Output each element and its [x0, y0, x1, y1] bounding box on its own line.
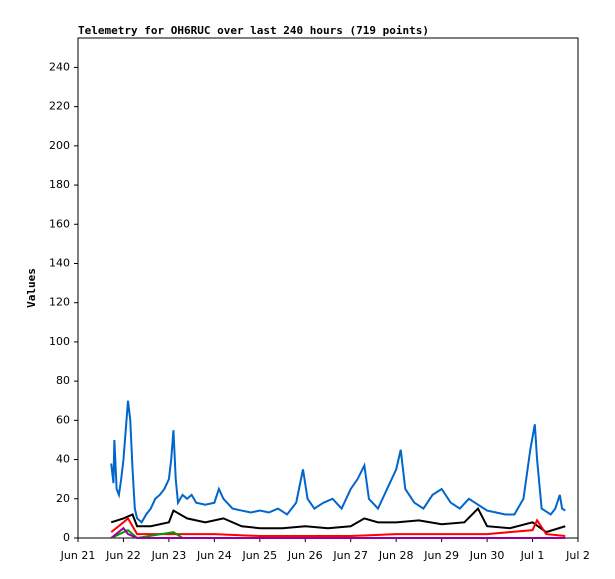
y-tick-label: 140	[49, 256, 70, 269]
line-series	[110, 516, 566, 538]
y-tick-label: 0	[63, 531, 70, 544]
x-tick-label: Jun 23	[151, 549, 187, 562]
y-tick-label: 120	[49, 296, 70, 309]
y-tick-label: 20	[56, 492, 70, 505]
x-tick-label: Jun 27	[332, 549, 368, 562]
y-tick-label: 40	[56, 453, 70, 466]
y-tick-label: 240	[49, 60, 70, 73]
x-tick-label: Jun 24	[196, 549, 232, 562]
chart-title: Telemetry for OH6RUC over last 240 hours…	[78, 24, 429, 37]
x-tick-label: Jul 1	[520, 549, 545, 562]
y-tick-label: 160	[49, 217, 70, 230]
y-tick-label: 220	[49, 100, 70, 113]
x-tick-label: Jun 29	[423, 549, 459, 562]
y-axis-label: Values	[25, 268, 38, 308]
plot-frame	[77, 37, 579, 539]
x-tick-label: Jun 22	[105, 549, 141, 562]
x-tick-label: Jul 2	[565, 549, 590, 562]
line-series	[110, 506, 566, 534]
x-tick-label: Jun 26	[287, 549, 323, 562]
line-series	[110, 526, 566, 539]
x-tick-label: Jun 28	[378, 549, 414, 562]
y-tick-label: 200	[49, 139, 70, 152]
x-tick-label: Jun 21	[60, 549, 96, 562]
y-tick-label: 180	[49, 178, 70, 191]
x-tick-label: Jun 25	[241, 549, 277, 562]
y-tick-label: 80	[56, 374, 70, 387]
line-series	[110, 400, 566, 524]
x-tick-label: Jun 30	[469, 549, 505, 562]
y-tick-label: 60	[56, 413, 70, 426]
y-tick-label: 100	[49, 335, 70, 348]
